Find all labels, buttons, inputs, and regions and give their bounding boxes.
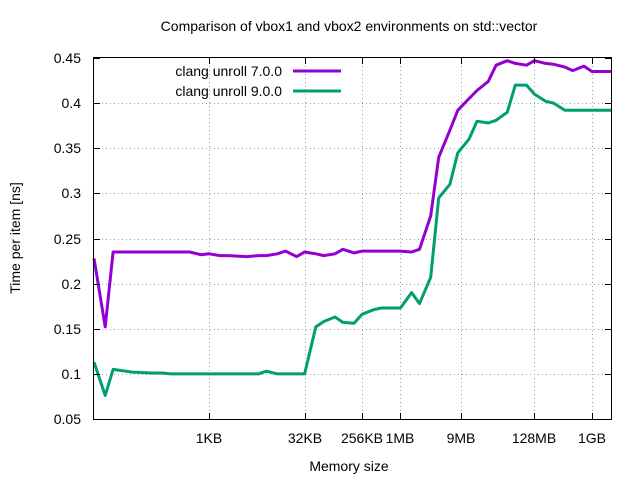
y-tick-label: 0.35 (54, 140, 81, 156)
y-tick-label: 0.15 (54, 321, 81, 337)
y-tick-label: 0.4 (62, 95, 82, 111)
grid-lines (94, 58, 611, 419)
y-tick-label: 0.2 (62, 276, 82, 292)
x-tick-label: 1GB (578, 430, 606, 446)
x-tick-labels: 1KB 32KB 256KB 1MB 9MB 128MB 1GB (196, 430, 606, 446)
plot-frame (93, 57, 612, 420)
y-tick-labels: 0.05 0.1 0.15 0.2 0.25 0.3 0.35 0.4 0.45 (54, 50, 81, 427)
y-tick-label: 0.3 (62, 185, 82, 201)
x-tick-label: 32KB (288, 430, 322, 446)
y-tick-label: 0.25 (54, 231, 81, 247)
series-layer (92, 59, 611, 397)
legend-label-2: clang unroll 9.0.0 (175, 83, 282, 99)
x-tick-label: 128MB (512, 430, 556, 446)
x-axis-title: Memory size (309, 458, 389, 474)
x-tick-label: 1KB (196, 430, 222, 446)
chart-title: Comparison of vbox1 and vbox2 environmen… (161, 18, 538, 34)
x-tick-label: 1MB (386, 430, 415, 446)
legend: clang unroll 7.0.0 clang unroll 9.0.0 (175, 63, 341, 99)
y-axis-title: Time per item [ns] (7, 182, 23, 294)
y-tick-label: 0.05 (54, 411, 81, 427)
series-line-1 (92, 59, 611, 329)
series-line-2 (92, 83, 611, 397)
tick-marks (94, 58, 611, 420)
x-tick-label: 256KB (341, 430, 383, 446)
y-tick-label: 0.45 (54, 50, 81, 66)
legend-label-1: clang unroll 7.0.0 (175, 63, 282, 79)
y-tick-label: 0.1 (62, 366, 82, 382)
x-tick-label: 9MB (447, 430, 476, 446)
